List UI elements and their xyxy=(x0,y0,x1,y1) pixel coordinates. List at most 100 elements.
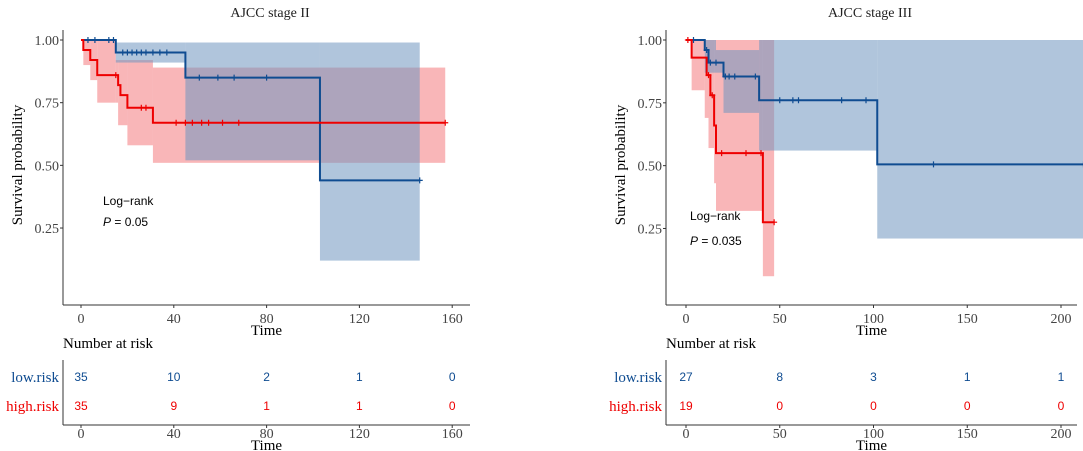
p-label: P xyxy=(103,215,111,229)
survival-curve-low.risk xyxy=(686,39,1083,166)
censor-mark xyxy=(743,150,749,157)
x-tick-label: 160 xyxy=(442,312,463,327)
censor-mark xyxy=(771,219,778,226)
chart-title: AJCC stage II xyxy=(230,6,310,21)
censor-mark xyxy=(156,49,163,56)
x-tick-label: 100 xyxy=(863,312,884,327)
x-tick-label: 0 xyxy=(78,312,85,327)
censor-mark xyxy=(416,177,423,184)
ci-band-low.risk xyxy=(759,40,878,151)
risk-value: 0 xyxy=(1058,399,1065,413)
risk-row-label: high.risk xyxy=(609,399,662,415)
risk-x-tick-label: 0 xyxy=(683,427,690,442)
ci-band-high.risk xyxy=(97,40,116,103)
risk-value: 0 xyxy=(776,399,783,413)
censor-mark xyxy=(110,37,117,43)
risk-value: 9 xyxy=(170,399,177,413)
risk-value: 1 xyxy=(964,370,971,384)
ci-band-low.risk xyxy=(723,50,760,113)
risk-value: 35 xyxy=(74,399,88,413)
censor-mark xyxy=(235,119,242,126)
risk-table-title: Number at risk xyxy=(666,336,756,352)
censor-mark xyxy=(163,49,170,56)
risk-value: 8 xyxy=(776,370,783,384)
censor-mark xyxy=(930,161,937,168)
censor-mark xyxy=(142,104,149,111)
y-tick-label: 0.75 xyxy=(638,97,663,112)
censor-mark xyxy=(713,59,719,66)
censor-mark xyxy=(703,47,710,54)
risk-value: 10 xyxy=(167,370,181,384)
ci-band-high.risk xyxy=(691,40,705,91)
ci-band-low.risk xyxy=(716,50,724,73)
y-tick-label: 0.50 xyxy=(638,160,663,175)
y-tick-label: 1.00 xyxy=(35,34,60,49)
ci-band-high.risk xyxy=(115,60,119,103)
risk-x-tick-label: 200 xyxy=(1051,427,1072,442)
censor-mark xyxy=(707,59,714,66)
risk-value: 2 xyxy=(263,370,270,384)
censor-mark xyxy=(189,119,196,126)
censor-mark xyxy=(776,97,783,104)
censor-mark xyxy=(196,74,203,81)
censor-mark xyxy=(91,37,98,43)
censor-mark xyxy=(758,150,764,157)
ci-band-high.risk xyxy=(704,40,709,118)
y-axis-label: Survival probability xyxy=(10,104,26,225)
censor-mark xyxy=(442,119,449,126)
risk-row-label: high.risk xyxy=(6,399,59,415)
x-tick-label: 40 xyxy=(167,312,181,327)
risk-x-tick-label: 150 xyxy=(957,427,978,442)
risk-row-label: low.risk xyxy=(614,370,662,386)
risk-x-tick-label: 80 xyxy=(260,427,274,442)
censor-mark xyxy=(214,74,221,81)
censor-mark xyxy=(718,150,725,157)
risk-value: 3 xyxy=(870,370,877,384)
risk-x-axis-label: Time xyxy=(251,438,282,451)
ci-band-high.risk xyxy=(127,60,153,146)
risk-value: 1 xyxy=(1058,370,1065,384)
y-tick-label: 0.25 xyxy=(638,222,663,237)
censor-mark xyxy=(173,119,180,126)
censor-mark xyxy=(709,92,716,99)
censor-mark xyxy=(731,73,738,80)
ci-band-low.risk xyxy=(704,40,716,73)
y-tick-label: 1.00 xyxy=(638,34,663,49)
censor-mark xyxy=(1080,161,1083,168)
risk-x-tick-label: 100 xyxy=(863,427,884,442)
x-axis-label: Time xyxy=(251,323,282,339)
censor-mark xyxy=(789,97,796,104)
p-label: P xyxy=(690,234,698,248)
censor-mark xyxy=(752,73,759,80)
censor-mark xyxy=(684,37,691,43)
risk-value: 35 xyxy=(74,370,88,384)
risk-table-title: Number at risk xyxy=(63,336,153,352)
risk-x-axis-label: Time xyxy=(856,438,887,451)
risk-x-tick-label: 160 xyxy=(442,427,463,442)
risk-value: 1 xyxy=(356,399,363,413)
risk-value: 0 xyxy=(870,399,877,413)
logrank-label: Log−rank xyxy=(103,194,154,208)
y-tick-label: 0.25 xyxy=(35,222,60,237)
chart-title: AJCC stage III xyxy=(828,6,912,21)
ci-band-low.risk xyxy=(185,42,320,161)
censor-mark xyxy=(142,49,149,56)
risk-value: 0 xyxy=(964,399,971,413)
risk-value: 27 xyxy=(679,370,693,384)
ci-band-low.risk xyxy=(319,42,420,261)
p-value: P = 0.035 xyxy=(690,234,742,248)
ci-band-high.risk xyxy=(762,40,775,277)
ci-band-high.risk xyxy=(118,60,128,126)
survival-curve-low.risk xyxy=(81,39,420,182)
censor-mark xyxy=(149,49,156,56)
x-tick-label: 120 xyxy=(349,312,370,327)
censor-mark xyxy=(838,97,845,104)
censor-mark xyxy=(263,74,270,81)
x-tick-label: 0 xyxy=(683,312,690,327)
y-tick-label: 0.75 xyxy=(35,97,60,112)
risk-x-tick-label: 40 xyxy=(167,427,181,442)
y-axis-label: Survival probability xyxy=(613,104,629,225)
censor-mark xyxy=(84,37,91,43)
ci-band-low.risk xyxy=(877,40,1083,239)
x-tick-label: 150 xyxy=(957,312,978,327)
